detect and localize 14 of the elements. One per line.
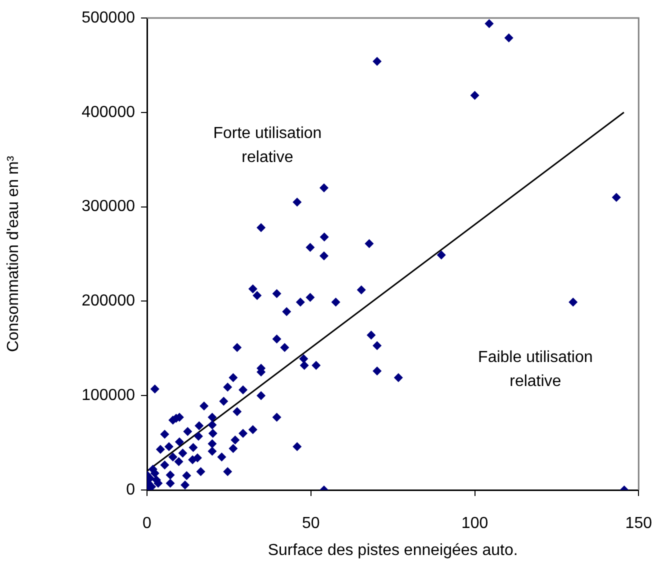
y-tick-label: 500000 bbox=[82, 9, 136, 26]
x-tick-label: 100 bbox=[461, 515, 488, 532]
x-tick-label: 150 bbox=[625, 515, 652, 532]
y-tick-label: 300000 bbox=[82, 198, 136, 216]
y-tick-label: 100000 bbox=[82, 387, 136, 404]
y-tick-label: 200000 bbox=[82, 292, 136, 310]
annotation: Forte utilisation relative bbox=[213, 124, 322, 166]
x-axis-title: Surface des pistes enneigées auto. bbox=[268, 542, 518, 559]
x-tick-label: 50 bbox=[302, 515, 320, 532]
annotation: Faible utilisation relative bbox=[478, 349, 593, 390]
y-tick-label: 0 bbox=[126, 481, 136, 498]
y-axis-title: Consommation d'eau en m³ bbox=[5, 155, 22, 352]
x-tick-label: 0 bbox=[142, 515, 152, 532]
y-tick-label: 400000 bbox=[82, 104, 136, 121]
